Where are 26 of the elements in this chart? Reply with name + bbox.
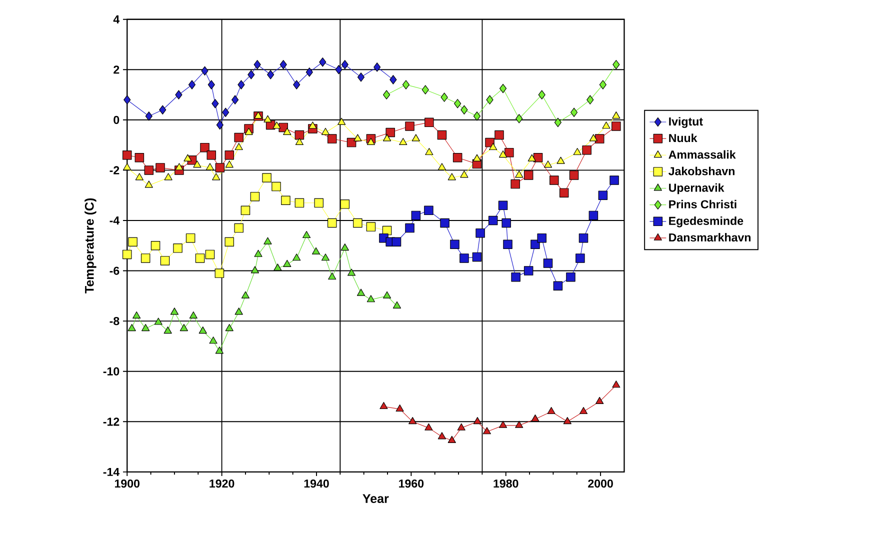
y-tick-label: -4	[110, 216, 120, 224]
x-axis-title: Year	[362, 494, 389, 503]
x-tick-label: 1900	[114, 479, 140, 488]
x-tick-label: 1960	[399, 479, 424, 488]
x-tick-label: 1940	[304, 479, 329, 488]
legend-label: Ammassalik	[668, 150, 736, 159]
legend-label: Prins Christi	[669, 200, 736, 208]
legend-label: Upernavik	[669, 183, 724, 194]
y-tick-label: -14	[103, 468, 120, 476]
y-tick-label: 4	[113, 15, 120, 24]
y-axis-title: Temperature (C)	[84, 198, 96, 294]
legend-label: Jakobshavn	[668, 166, 734, 176]
y-tick-label: -2	[110, 166, 120, 174]
x-tick-label: 1920	[210, 479, 234, 488]
legend-label: Egedesminde	[669, 216, 744, 228]
y-tick-label: -10	[103, 367, 120, 376]
y-tick-label: -8	[110, 316, 120, 325]
legend-label: Ivigtut	[669, 116, 703, 128]
y-tick-label: -12	[103, 417, 120, 426]
x-tick-label: 2000	[588, 479, 613, 488]
y-tick-label: 2	[114, 65, 120, 74]
x-tick-label: 1980	[494, 479, 518, 488]
legend-label: Dansmarkhavn	[669, 232, 751, 242]
y-tick-label: -6	[110, 266, 120, 275]
y-tick-label: 0	[114, 116, 120, 124]
legend-label: Nuuk	[669, 133, 698, 142]
